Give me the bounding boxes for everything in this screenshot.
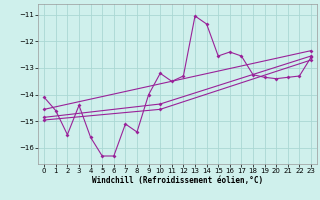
X-axis label: Windchill (Refroidissement éolien,°C): Windchill (Refroidissement éolien,°C) <box>92 176 263 185</box>
